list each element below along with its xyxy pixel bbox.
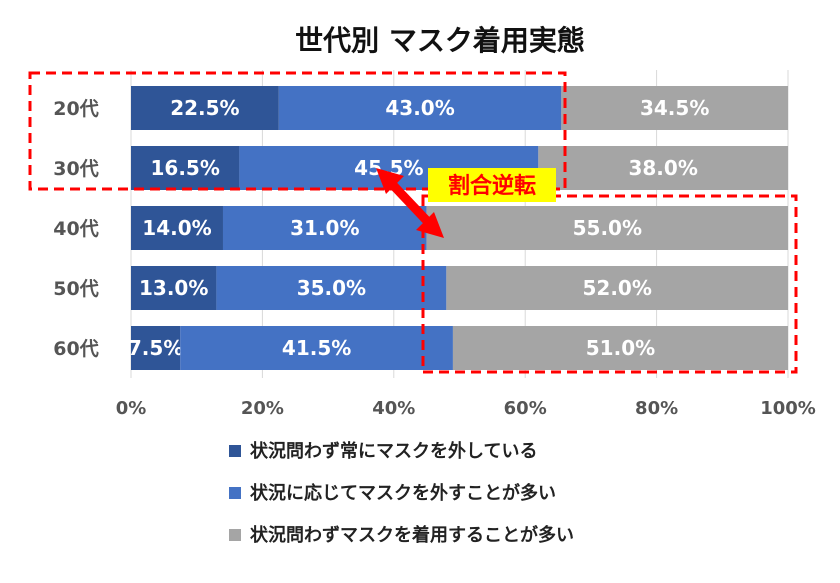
bar-segment: [426, 206, 788, 250]
bar-segment: [222, 206, 427, 250]
bar-segment: [452, 326, 788, 370]
chart-title: 世代別 マスク着用実態: [295, 24, 585, 57]
data-label: 52.0%: [582, 276, 651, 300]
legend-label: 状況問わず常にマスクを外している: [250, 440, 537, 462]
highlight-box-older: [421, 194, 798, 374]
data-label: 35.0%: [297, 276, 366, 300]
bars: 22.5% 43.0% 34.5%16.5% 45.5% 38.0%14.0% 31.0%…: [128, 86, 788, 370]
data-label: 31.0%: [290, 216, 359, 240]
x-axis-ticks: 0% 20% 40% 60% 80% 100%: [116, 398, 816, 419]
data-label: 14.0%: [142, 216, 211, 240]
category-labels: 20代 30代 40代 50代 60代: [53, 98, 98, 360]
highlight-box-young: [28, 71, 567, 191]
data-label: 7.5%: [128, 336, 183, 360]
bar-segment: [131, 86, 279, 130]
x-tick-label: 0%: [116, 398, 147, 419]
legend-label: 状況問わずマスクを着用することが多い: [250, 524, 574, 546]
x-tick-label: 20%: [241, 398, 284, 419]
bar-segment: [446, 266, 788, 310]
reversal-arrow: [376, 168, 444, 238]
bar-segment: [131, 266, 217, 310]
category-label: 20代: [53, 98, 98, 120]
bar-segment: [538, 146, 788, 190]
x-tick-label: 80%: [635, 398, 678, 419]
category-label: 30代: [53, 158, 98, 180]
data-label: 34.5%: [640, 96, 709, 120]
data-label: 16.5%: [151, 156, 220, 180]
annotation-label: 割合逆転: [448, 173, 536, 199]
data-label: 13.0%: [139, 276, 208, 300]
annotation-background: [428, 168, 556, 202]
legend: 状況問わず常にマスクを外している状況に応じてマスクを外すことが多い状況問わずマス…: [229, 440, 574, 546]
x-tick-label: 60%: [504, 398, 547, 419]
x-tick-label: 100%: [760, 398, 816, 419]
data-label: 43.0%: [385, 96, 454, 120]
bar-segment: [131, 206, 223, 250]
legend-swatch: [229, 487, 241, 499]
category-label: 40代: [53, 218, 98, 240]
legend-swatch: [229, 445, 241, 457]
bar-segment: [180, 326, 453, 370]
data-label: 41.5%: [282, 336, 351, 360]
data-label: 22.5%: [170, 96, 239, 120]
data-label: 55.0%: [573, 216, 642, 240]
legend-swatch: [229, 529, 241, 541]
category-label: 50代: [53, 278, 98, 300]
bar-segment: [278, 86, 562, 130]
bar-segment: [561, 86, 788, 130]
data-label: 51.0%: [586, 336, 655, 360]
category-label: 60代: [53, 338, 98, 360]
bar-segment: [131, 326, 181, 370]
data-label: 38.0%: [628, 156, 697, 180]
legend-label: 状況に応じてマスクを外すことが多い: [250, 482, 556, 504]
x-tick-label: 40%: [372, 398, 415, 419]
bar-segment: [131, 146, 240, 190]
bar-segment: [216, 266, 447, 310]
